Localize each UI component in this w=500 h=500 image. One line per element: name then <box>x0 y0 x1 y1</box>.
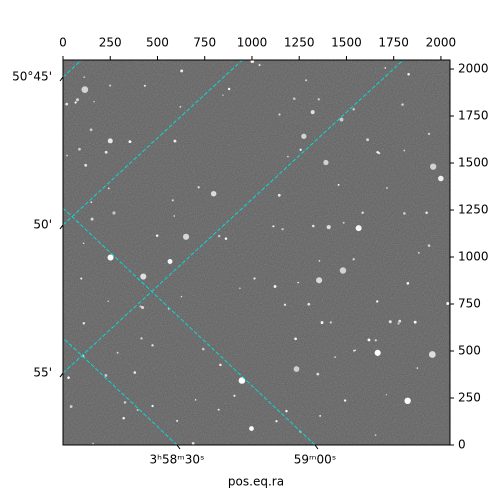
x-tick-label: 750 <box>193 36 216 50</box>
dec-tick-label: 50°45' <box>12 70 52 84</box>
y-tick-label: 750 <box>458 297 481 311</box>
dec-tick <box>59 372 64 378</box>
y-tick-label: 250 <box>458 391 481 405</box>
ra-tick-label: 59ᵐ00ˢ <box>294 453 337 467</box>
y-tick-label: 2000 <box>458 62 489 76</box>
ra-tick-label: 3ʰ58ᵐ30ˢ <box>150 453 205 467</box>
dec-tick-label: 55' <box>33 366 52 380</box>
y-tick-label: 1750 <box>458 109 489 123</box>
y-tick-label: 0 <box>458 438 466 452</box>
y-tick-label: 1000 <box>458 250 489 264</box>
dec-tick <box>59 224 64 230</box>
sky-image <box>63 60 450 445</box>
x-tick-label: 0 <box>59 36 67 50</box>
y-tick-label: 1250 <box>458 203 489 217</box>
x-tick-label: 2000 <box>426 36 457 50</box>
ra-tick <box>314 444 319 450</box>
x-tick-label: 250 <box>99 36 122 50</box>
y-tick-label: 1500 <box>458 156 489 170</box>
dec-tick-label: 50' <box>33 217 52 231</box>
x-tick-label: 1500 <box>331 36 362 50</box>
ra-tick <box>176 444 181 450</box>
x-axis-label: pos.eq.ra <box>228 475 284 489</box>
x-tick-label: 1250 <box>284 36 315 50</box>
frame <box>62 59 451 446</box>
grid-line <box>63 60 404 374</box>
x-tick-label: 1000 <box>237 36 268 50</box>
dec-tick <box>59 76 64 82</box>
x-tick-label: 1750 <box>378 36 409 50</box>
y-tick-label: 500 <box>458 344 481 358</box>
x-tick-label: 500 <box>146 36 169 50</box>
grid-line <box>63 60 243 226</box>
